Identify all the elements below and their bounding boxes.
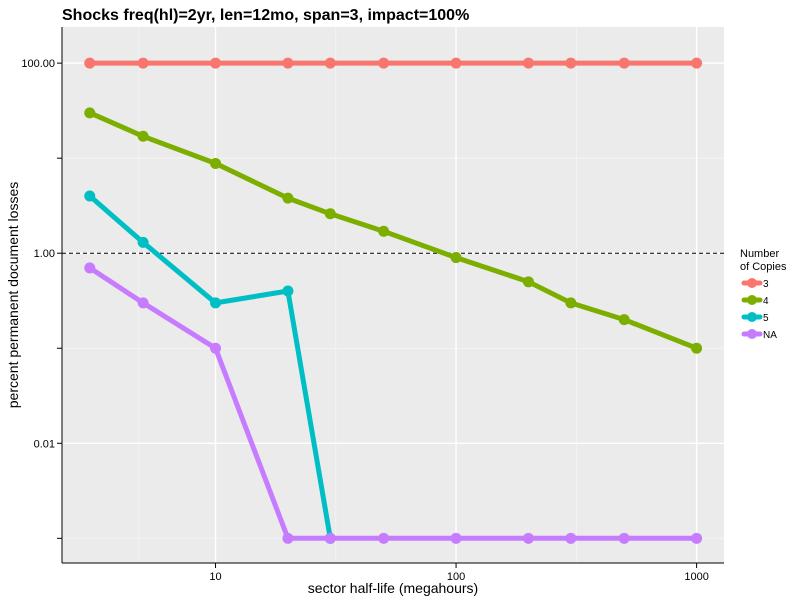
legend-label: 3 (763, 279, 769, 290)
data-point (691, 532, 703, 544)
legend: Number of Copies 3 4 5 NA (740, 248, 787, 341)
data-point (210, 297, 222, 309)
legend-key-point (747, 312, 757, 322)
y-axis-title: percent permanent document losses (5, 182, 21, 408)
data-point (282, 192, 294, 204)
data-point (618, 314, 630, 326)
data-point (450, 57, 462, 69)
data-point (84, 57, 96, 69)
data-point (450, 532, 462, 544)
data-point (450, 252, 462, 264)
data-point (210, 342, 222, 354)
data-point (522, 57, 534, 69)
data-point (522, 532, 534, 544)
legend-entry-NA: NA (741, 329, 777, 341)
y-tick-label: 0.01 (34, 438, 55, 450)
y-tick-label: 1.00 (34, 248, 55, 260)
data-point (691, 57, 703, 69)
series-4 (84, 107, 703, 354)
data-point (137, 236, 149, 248)
chart-title: Shocks freq(hl)=2yr, len=12mo, span=3, i… (62, 7, 469, 24)
data-point (565, 297, 577, 309)
data-point (378, 225, 390, 237)
data-point (137, 57, 149, 69)
series-NA (84, 262, 703, 544)
data-point (84, 190, 96, 202)
data-point (282, 532, 294, 544)
axes: 100.00 1.00 0.01 10 100 1000 (21, 27, 724, 583)
data-point (282, 285, 294, 297)
data-point (565, 532, 577, 544)
data-point (84, 262, 96, 274)
data-point (84, 107, 96, 119)
legend-key-point (747, 295, 757, 305)
data-point (618, 57, 630, 69)
data-point (210, 57, 222, 69)
data-point (324, 532, 336, 544)
data-point (324, 57, 336, 69)
data-point (137, 130, 149, 142)
data-point (282, 57, 294, 69)
data-point (522, 276, 534, 288)
legend-title-line1: Number (740, 248, 779, 260)
plot-panel (62, 27, 724, 563)
data-point (378, 532, 390, 544)
legend-title-line2: of Copies (740, 261, 787, 273)
x-tick-label: 1000 (684, 571, 708, 583)
legend-entry-5: 5 (741, 312, 769, 324)
series-3 (84, 57, 703, 69)
x-tick-label: 10 (209, 571, 221, 583)
legend-label: 4 (763, 296, 769, 307)
data-point (137, 297, 149, 309)
data-point (691, 342, 703, 354)
y-tick-label: 100.00 (21, 58, 55, 70)
series-layer (84, 57, 703, 544)
x-tick-label: 100 (447, 571, 465, 583)
data-point (378, 57, 390, 69)
legend-label: NA (763, 330, 777, 341)
legend-entry-4: 4 (741, 295, 769, 307)
legend-entry-3: 3 (741, 278, 769, 290)
legend-key-point (747, 329, 757, 339)
legend-key-point (747, 278, 757, 288)
data-point (618, 532, 630, 544)
x-axis-title: sector half-life (megahours) (308, 580, 478, 596)
data-point (324, 208, 336, 220)
data-point (565, 57, 577, 69)
data-point (210, 157, 222, 169)
legend-label: 5 (763, 313, 769, 324)
